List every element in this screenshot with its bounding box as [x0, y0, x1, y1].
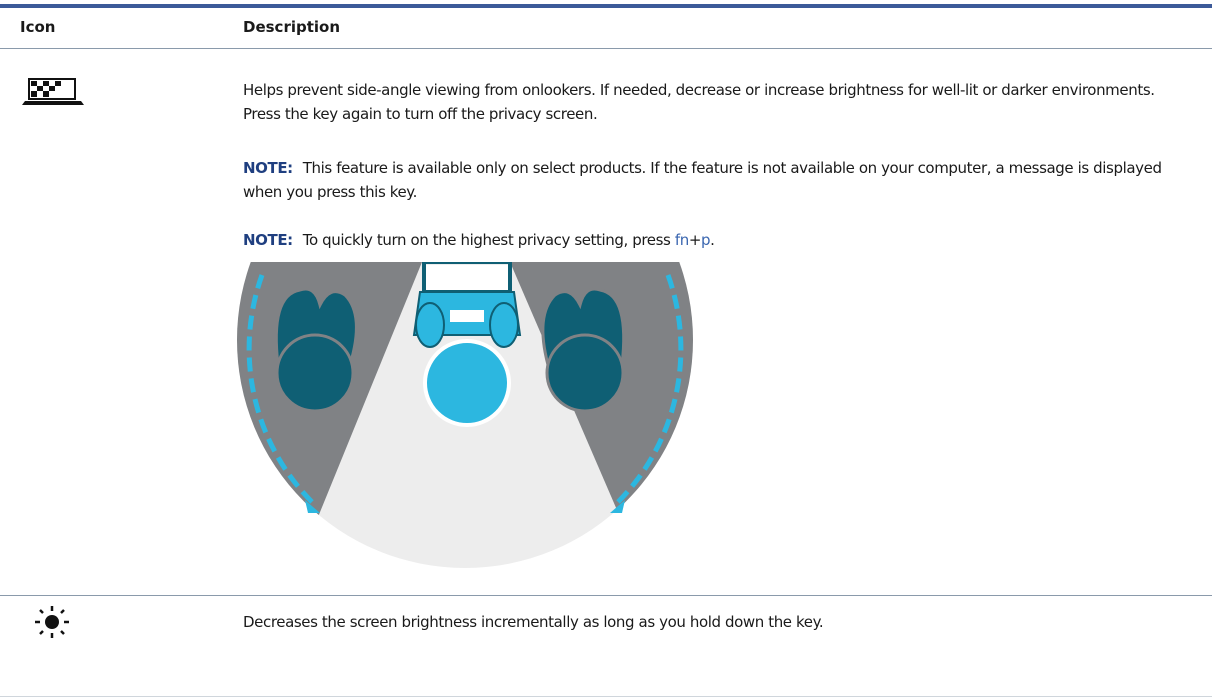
note-text: To quickly turn on the highest privacy s…	[302, 231, 675, 249]
note-text: This feature is available only on select…	[243, 159, 1162, 201]
key-link[interactable]: fn	[674, 231, 689, 249]
period: .	[710, 231, 715, 249]
header-icon: Icon	[20, 18, 56, 36]
privacy-icon	[22, 78, 84, 105]
header-description: Description	[243, 18, 341, 36]
top-bar	[0, 4, 1212, 8]
header-rule	[0, 48, 1212, 49]
row-rule	[0, 696, 1212, 697]
note: NOTE: This feature is available only on s…	[243, 156, 1188, 204]
note-label: NOTE:	[243, 159, 293, 177]
note-label: NOTE:	[243, 231, 293, 249]
plus: +	[688, 231, 702, 249]
key-link[interactable]: p	[701, 231, 711, 249]
note: NOTE: To quickly turn on the highest priv…	[243, 228, 1188, 252]
row-description: Helps prevent side-angle viewing from on…	[243, 81, 1155, 123]
row-rule	[0, 595, 1212, 596]
brightness-down-icon	[35, 606, 69, 638]
privacy-illustration	[237, 262, 693, 568]
row-description: Decreases the screen brightness incremen…	[243, 613, 824, 631]
